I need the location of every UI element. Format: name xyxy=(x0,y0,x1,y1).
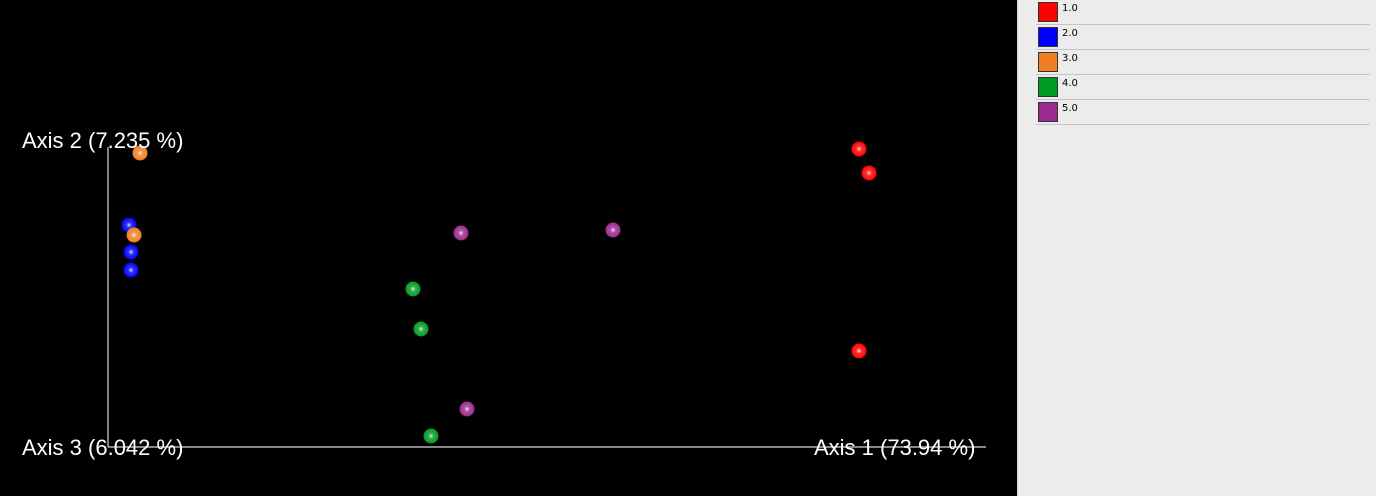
legend-swatch[interactable] xyxy=(1038,52,1058,72)
point-series-3.0[interactable] xyxy=(132,145,148,161)
legend-item[interactable]: 2.0 xyxy=(1036,25,1370,50)
plot-area[interactable]: Axis 2 (7.235 %) Axis 3 (6.042 %) Axis 1… xyxy=(0,0,1017,496)
legend-label: 4.0 xyxy=(1062,78,1078,89)
legend-item[interactable]: 5.0 xyxy=(1036,100,1370,125)
point-series-5.0[interactable] xyxy=(605,222,621,238)
point-series-2.0[interactable] xyxy=(123,244,139,260)
point-series-2.0[interactable] xyxy=(123,262,139,278)
legend-item[interactable]: 3.0 xyxy=(1036,50,1370,75)
legend-swatch[interactable] xyxy=(1038,27,1058,47)
legend-item[interactable]: 1.0 xyxy=(1036,0,1370,25)
legend-panel: 1.0 2.0 3.0 4.0 5.0 xyxy=(1017,0,1376,496)
axis-3-label: Axis 3 (6.042 %) xyxy=(22,435,184,460)
legend-label: 5.0 xyxy=(1062,103,1078,114)
points-layer xyxy=(121,141,877,444)
legend-swatch[interactable] xyxy=(1038,77,1058,97)
legend-swatch[interactable] xyxy=(1038,2,1058,22)
legend-swatch[interactable] xyxy=(1038,102,1058,122)
point-series-1.0[interactable] xyxy=(861,165,877,181)
point-series-4.0[interactable] xyxy=(405,281,421,297)
point-series-1.0[interactable] xyxy=(851,343,867,359)
legend-label: 1.0 xyxy=(1062,3,1078,14)
legend-label: 2.0 xyxy=(1062,28,1078,39)
point-series-5.0[interactable] xyxy=(453,225,469,241)
point-series-1.0[interactable] xyxy=(851,141,867,157)
point-series-3.0[interactable] xyxy=(126,227,142,243)
legend-item[interactable]: 4.0 xyxy=(1036,75,1370,100)
point-series-4.0[interactable] xyxy=(423,428,439,444)
point-series-5.0[interactable] xyxy=(459,401,475,417)
point-series-4.0[interactable] xyxy=(413,321,429,337)
axis-1-label: Axis 1 (73.94 %) xyxy=(814,435,976,460)
scatter-plot[interactable] xyxy=(0,0,1017,496)
legend-label: 3.0 xyxy=(1062,53,1078,64)
axis-2-label: Axis 2 (7.235 %) xyxy=(22,128,184,153)
